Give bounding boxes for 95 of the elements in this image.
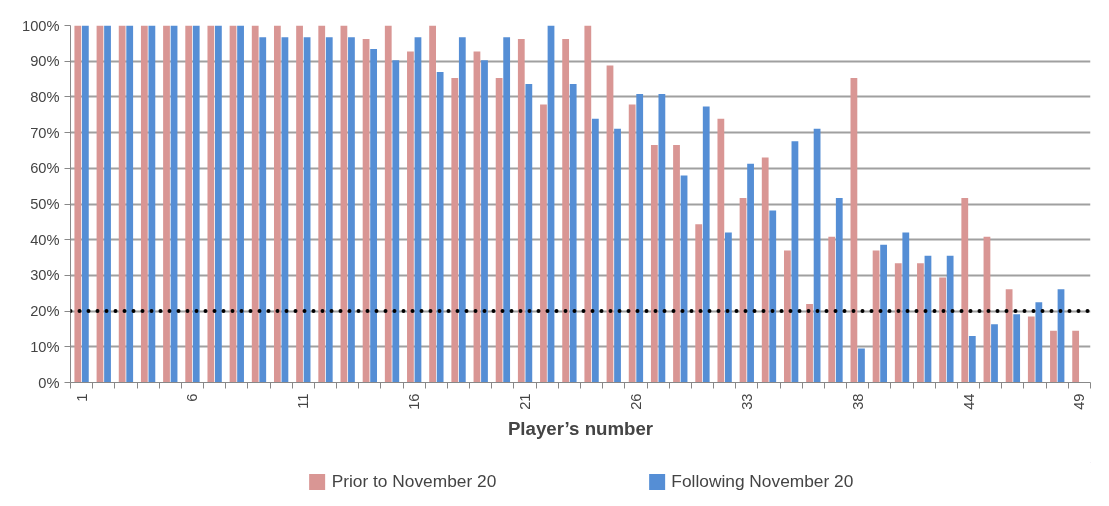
bar	[517, 39, 525, 383]
bar	[939, 277, 946, 383]
bar	[783, 250, 791, 383]
bar	[192, 25, 200, 383]
y-tick-label: 0%	[38, 374, 60, 391]
x-tick-label: 1	[73, 393, 90, 402]
bar	[591, 118, 599, 383]
bar	[717, 118, 725, 383]
bar	[569, 84, 577, 383]
y-tick-label: 80%	[30, 88, 60, 105]
bar	[407, 51, 414, 383]
y-tick-label: 10%	[30, 338, 60, 355]
bar	[991, 324, 998, 383]
legend-label: Following November 20	[671, 470, 854, 492]
bar	[702, 106, 710, 383]
bar	[614, 128, 621, 383]
bar	[318, 25, 326, 383]
bar	[148, 25, 156, 383]
bar	[370, 49, 378, 383]
bar	[828, 236, 836, 383]
bar	[251, 25, 259, 383]
bar	[761, 157, 769, 383]
bar	[946, 255, 954, 383]
x-tick-label: 21	[517, 393, 534, 410]
y-tick-label: 20%	[30, 303, 60, 320]
bar	[325, 37, 333, 383]
bar	[118, 25, 126, 383]
bar	[1013, 314, 1021, 383]
bar	[961, 197, 969, 383]
bar	[104, 25, 111, 383]
bar	[636, 94, 644, 383]
bar	[584, 25, 592, 383]
bar	[902, 232, 910, 383]
y-tick-label: 90%	[30, 53, 60, 70]
bar	[673, 145, 680, 383]
bar	[436, 71, 444, 383]
bar	[429, 25, 436, 383]
bar	[503, 37, 511, 383]
bar	[894, 263, 902, 383]
bar	[658, 94, 666, 383]
bar	[495, 77, 503, 383]
bar	[1005, 289, 1013, 383]
bar	[769, 210, 777, 383]
x-tick-label: 38	[849, 393, 866, 410]
bar	[384, 25, 392, 383]
bar	[348, 37, 355, 383]
bar	[525, 84, 533, 383]
bar	[273, 25, 281, 383]
bar	[163, 25, 170, 383]
x-tick-label: 26	[627, 393, 644, 410]
bar	[126, 25, 134, 383]
y-tick-label: 50%	[30, 196, 60, 212]
y-tick-label: 30%	[30, 267, 60, 284]
x-tick-label: 33	[738, 393, 755, 410]
x-tick-label: 6	[184, 393, 201, 402]
bar	[858, 348, 865, 383]
bar	[207, 25, 215, 383]
bar	[835, 197, 843, 383]
legend-label: Prior to November 20	[331, 470, 497, 492]
bar	[215, 25, 222, 383]
y-tick-label: 40%	[30, 231, 60, 248]
bar	[259, 37, 267, 383]
bar	[562, 39, 570, 383]
bar	[458, 37, 466, 383]
bar	[540, 104, 547, 383]
bar	[296, 25, 303, 383]
bar	[650, 145, 658, 383]
bar	[392, 60, 400, 383]
bar	[1072, 330, 1080, 383]
bar	[725, 232, 732, 383]
bar	[1035, 302, 1043, 383]
bar	[451, 77, 459, 383]
y-tick-label: 100%	[22, 17, 60, 34]
y-tick-label: 70%	[30, 124, 60, 141]
bar	[968, 336, 976, 383]
x-tick-label: 16	[406, 393, 423, 410]
bar	[481, 60, 488, 383]
bar	[74, 25, 82, 383]
bar	[140, 25, 148, 383]
bar	[1050, 330, 1057, 383]
x-tick-label: 49	[1071, 393, 1088, 410]
x-tick-label: 44	[960, 393, 977, 410]
bar	[695, 224, 703, 383]
bar	[880, 244, 888, 383]
bar	[237, 25, 244, 383]
bar	[917, 263, 924, 383]
bar	[806, 303, 813, 383]
bar	[1027, 316, 1035, 383]
y-tick-label: 60%	[30, 160, 60, 177]
x-tick-label: 11	[295, 393, 312, 409]
bar	[185, 25, 193, 383]
bar	[628, 104, 636, 383]
x-axis-title: Player’s number	[507, 417, 654, 439]
bar	[81, 25, 89, 383]
bar	[747, 163, 754, 383]
